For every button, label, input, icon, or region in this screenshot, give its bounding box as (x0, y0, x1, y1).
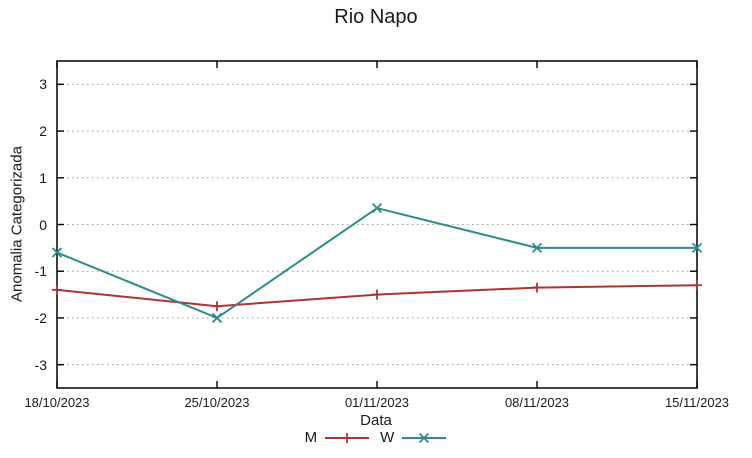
series-marker-M (692, 280, 702, 291)
x-tick-label: 25/10/2023 (184, 395, 250, 410)
x-tick-label: 15/11/2023 (664, 395, 730, 410)
y-tick-label: 2 (39, 123, 47, 140)
series-marker-M (532, 282, 542, 293)
series-marker-M (372, 289, 382, 300)
legend-sample-W (402, 432, 447, 443)
x-axis-title: Data (360, 412, 392, 429)
series-marker-W (691, 242, 703, 253)
legend-item-M: M (305, 429, 371, 446)
series-marker-M (212, 301, 222, 312)
chart-title: Rio Napo (334, 6, 418, 28)
legend-label: W (380, 429, 395, 446)
series-marker-W (51, 247, 63, 258)
series-marker-M (52, 284, 62, 295)
series-marker-W (531, 242, 543, 253)
x-tick-label: 01/11/2023 (344, 395, 410, 410)
legend-sample-M (325, 432, 370, 443)
y-tick-label: -3 (34, 356, 47, 373)
plot-border (56, 60, 698, 389)
y-tick-label: 3 (39, 76, 47, 93)
plot-area (51, 60, 703, 389)
plot-svg (51, 60, 703, 389)
legend-item-W: W (380, 429, 447, 446)
y-tick-label: -2 (34, 309, 47, 326)
series-marker-W (371, 203, 383, 214)
y-tick-label: 1 (39, 169, 47, 186)
x-tick-label: 18/10/2023 (24, 395, 90, 410)
y-tick-label: -1 (34, 263, 47, 280)
series-marker-W (211, 312, 223, 324)
x-tick-label: 08/11/2023 (504, 395, 570, 410)
legend-label: M (304, 429, 318, 446)
y-tick-label: 0 (39, 216, 47, 233)
